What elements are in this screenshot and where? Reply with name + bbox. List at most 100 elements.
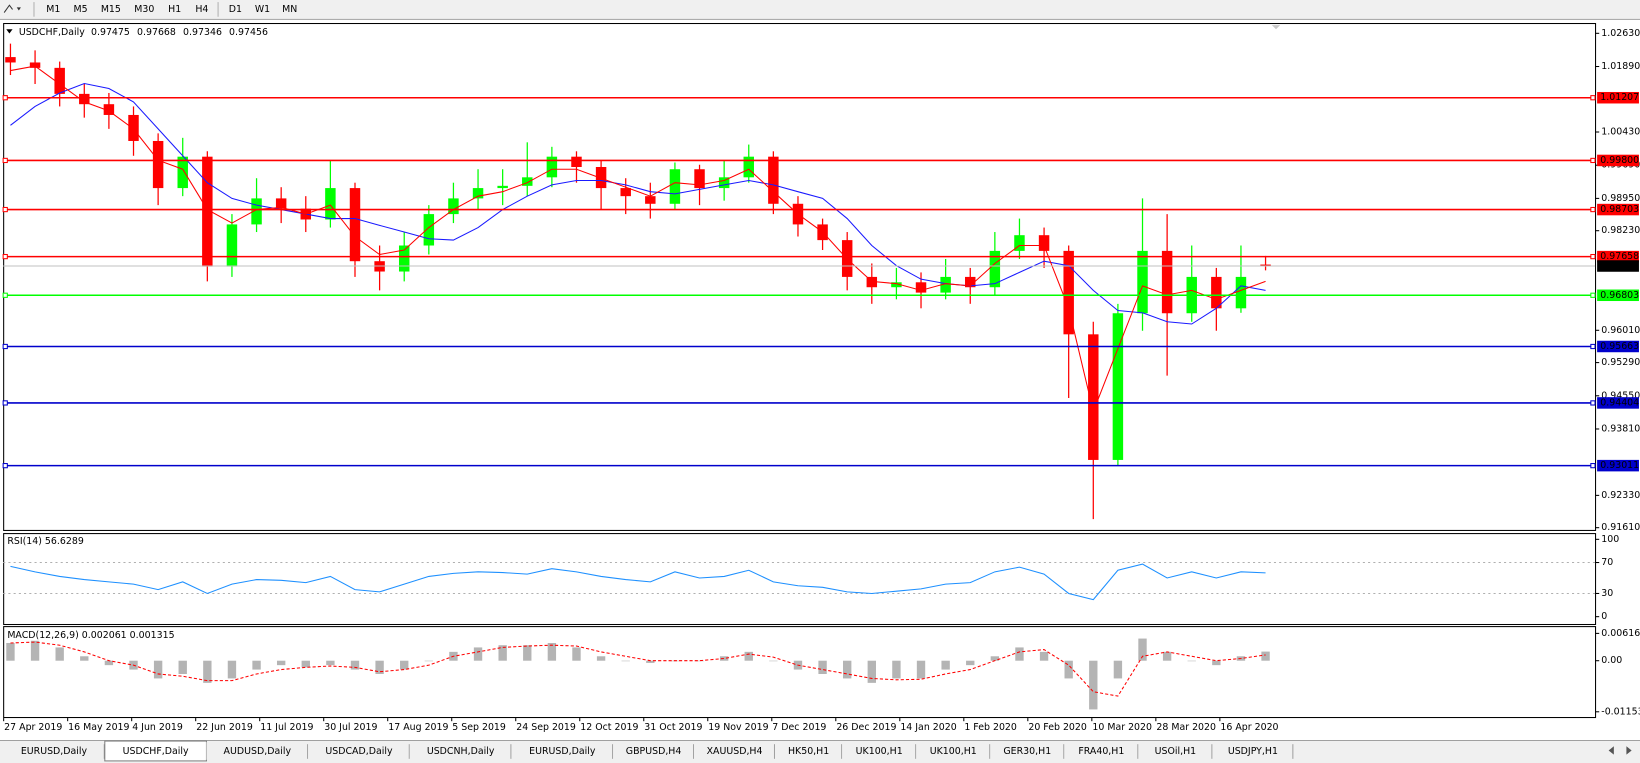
tab-label[interactable]: USDJPY,H1	[1228, 746, 1278, 757]
level-label-bg	[1597, 340, 1639, 353]
indicator-title: RSI(14) 56.6289	[7, 536, 84, 547]
rsi-panel	[3, 533, 1597, 626]
moving-average	[10, 65, 1266, 414]
timeframe-button[interactable]: H4	[195, 4, 208, 15]
macd-bar	[473, 647, 483, 661]
macd-bar	[350, 660, 360, 670]
candle-body	[768, 156, 779, 204]
timeframe-button[interactable]: D1	[229, 4, 242, 15]
macd-bar	[916, 660, 926, 679]
tab[interactable]	[775, 742, 843, 760]
level-handle[interactable]	[2, 253, 8, 260]
tab[interactable]	[308, 742, 410, 760]
y-tick-label: 1.02630	[1601, 28, 1640, 39]
timeframe-button[interactable]: M1	[46, 4, 60, 15]
tab-label[interactable]: FRA40,H1	[1078, 746, 1124, 757]
macd-bar	[104, 660, 114, 666]
tab[interactable]	[409, 742, 512, 760]
tab[interactable]	[990, 742, 1065, 760]
tab-scroll-right[interactable]	[1626, 746, 1632, 755]
level-handle[interactable]	[1590, 400, 1596, 406]
main-panel	[3, 22, 1597, 531]
candle-body	[1063, 250, 1074, 335]
tab[interactable]	[3, 742, 105, 760]
macd-signal	[10, 641, 1266, 697]
x-tick-label: 16 May 2019	[68, 722, 129, 733]
tab-label[interactable]: USOil,H1	[1155, 746, 1197, 757]
macd-bar	[203, 660, 212, 683]
level-label-bg	[1597, 289, 1639, 302]
macd-bar	[1187, 660, 1196, 662]
x-tick-label: 4 Jun 2019	[132, 722, 183, 733]
moving-average	[10, 82, 1266, 325]
tab-label[interactable]: UK100,H1	[856, 746, 903, 757]
level-handle[interactable]	[2, 95, 8, 101]
timeframe-button[interactable]: H1	[168, 4, 181, 15]
level-handle[interactable]	[2, 292, 8, 298]
tab[interactable]	[206, 742, 309, 760]
tab[interactable]	[916, 742, 991, 760]
tab[interactable]	[1138, 742, 1213, 760]
tab[interactable]	[511, 742, 614, 760]
timeframe-button[interactable]: M30	[134, 4, 154, 15]
x-tick-label: 1 Feb 2020	[964, 722, 1017, 733]
x-tick-label: 20 Feb 2020	[1028, 722, 1087, 733]
timeframe-button[interactable]: W1	[255, 4, 270, 15]
level-label-bg	[1597, 250, 1639, 263]
y-tick-label: 1.01890	[1601, 61, 1640, 72]
level-handle[interactable]	[1590, 95, 1596, 101]
candle-body	[645, 196, 656, 204]
macd-bar	[941, 660, 950, 670]
tab[interactable]	[842, 742, 917, 760]
tool-icon[interactable]	[3, 4, 13, 13]
tab[interactable]	[613, 742, 695, 760]
macd-bar	[1064, 660, 1073, 679]
symbol-menu-arrow[interactable]	[6, 29, 13, 34]
tab-label[interactable]: USDCAD,Daily	[325, 746, 393, 757]
tab-label[interactable]: GBPUSD,H4	[626, 746, 682, 757]
level-handle[interactable]	[1590, 253, 1596, 260]
tab-label[interactable]: EURUSD,Daily	[529, 746, 596, 757]
level-handle[interactable]	[1590, 463, 1596, 469]
level-handle[interactable]	[2, 157, 8, 164]
level-label-bg	[1597, 397, 1639, 409]
macd-bar	[375, 660, 384, 674]
tab-label[interactable]: USDCNH,Daily	[427, 746, 495, 757]
tab-label[interactable]: EURUSD,Daily	[21, 746, 88, 757]
timeframe-button[interactable]: M5	[73, 4, 87, 15]
candle-body	[251, 198, 262, 225]
level-handle[interactable]	[1590, 292, 1596, 298]
y-tick-label: 0	[1601, 611, 1607, 622]
candle-body	[522, 177, 533, 186]
level-label-bg	[1597, 260, 1639, 272]
chart-title: USDCHF,Daily	[19, 27, 85, 38]
tab-label[interactable]: GER30,H1	[1003, 746, 1051, 757]
macd-bar	[1261, 651, 1270, 661]
macd-bar	[227, 660, 237, 679]
y-tick-label: 0.006167	[1601, 628, 1640, 639]
y-tick-label: 0.00	[1601, 655, 1622, 666]
tab[interactable]	[1064, 742, 1139, 760]
level-handle[interactable]	[1590, 157, 1596, 164]
macd-bar	[178, 660, 187, 674]
timeframe-button[interactable]: MN	[282, 4, 297, 15]
tab[interactable]	[1212, 742, 1294, 760]
tab-label[interactable]: HK50,H1	[788, 746, 829, 757]
tab-scroll-left[interactable]	[1608, 746, 1614, 755]
tab-label[interactable]: AUDUSD,Daily	[224, 746, 292, 757]
tool-dropdown[interactable]	[16, 7, 21, 11]
tab-label[interactable]: UK100,H1	[930, 746, 977, 757]
candle-body	[718, 177, 730, 189]
toolbar: M1 M5 M15 M30 H1 H4 D1 W1 MN	[0, 0, 1640, 20]
tab[interactable]	[694, 742, 776, 760]
tab-label[interactable]: XAUUSD,H4	[707, 746, 763, 757]
level-handle[interactable]	[2, 463, 8, 469]
timeframe-button[interactable]: M15	[101, 4, 121, 15]
level-handle[interactable]	[1590, 206, 1596, 213]
level-handle[interactable]	[1590, 343, 1596, 350]
level-handle[interactable]	[2, 400, 8, 406]
level-handle[interactable]	[2, 343, 8, 350]
level-handle[interactable]	[2, 206, 8, 213]
y-tick-label: 1.00430	[1601, 127, 1640, 138]
tab-label[interactable]: USDCHF,Daily	[123, 746, 189, 757]
